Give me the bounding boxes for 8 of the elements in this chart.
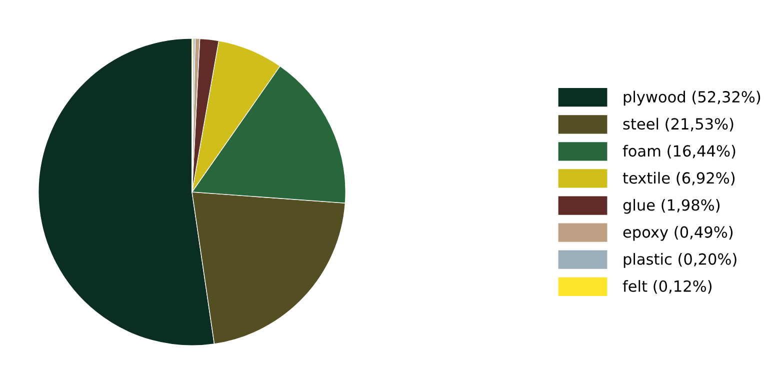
legend-label: steel (21,53%) xyxy=(623,118,734,132)
legend-label: felt (0,12%) xyxy=(622,280,712,294)
legend-label: glue (1,98%) xyxy=(623,198,720,214)
legend-label: plywood (52,32%) xyxy=(624,90,760,106)
legend-label: epoxy (0,49%) xyxy=(623,226,733,241)
legend-label: foam (16,44%) xyxy=(622,144,736,158)
legend-label: plastic (0,20%) xyxy=(624,253,736,268)
legend-label: textile (6,92%) xyxy=(622,172,735,186)
